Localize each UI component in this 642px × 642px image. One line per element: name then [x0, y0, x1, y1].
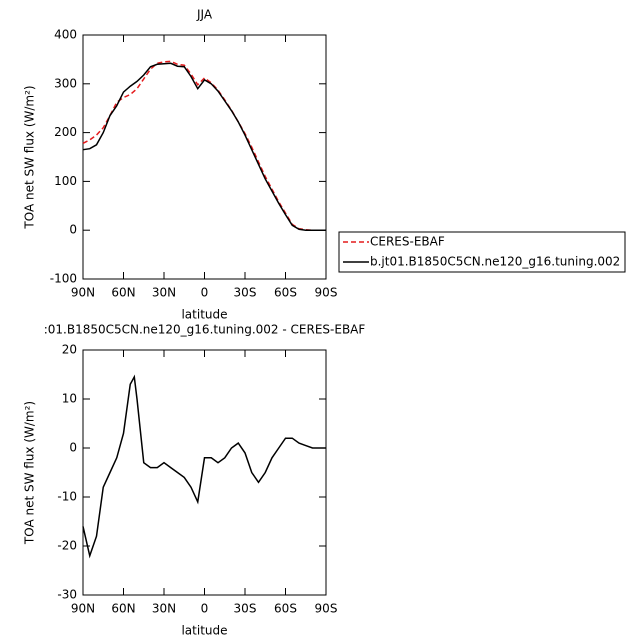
- y-tick-label: 400: [54, 28, 77, 42]
- x-tick-label: 30N: [152, 602, 176, 616]
- y-tick-label: 100: [54, 174, 77, 188]
- legend-label: CERES-EBAF: [370, 235, 445, 249]
- plot-frame: [82, 34, 327, 280]
- plot-frame: [82, 349, 327, 596]
- x-tick-label: 0: [201, 602, 209, 616]
- chart-title: JJA: [196, 8, 213, 22]
- legend-box: [338, 231, 626, 273]
- y-tick-label: 10: [62, 392, 77, 406]
- x-axis-label: latitude: [181, 624, 227, 638]
- legend-label: b.jt01.B1850C5CN.ne120_g16.tuning.002: [370, 255, 620, 269]
- x-tick-label: 90N: [71, 602, 95, 616]
- x-tick-label: 30S: [234, 286, 257, 300]
- x-tick-label: 30S: [234, 602, 257, 616]
- x-axis-label: latitude: [181, 308, 227, 322]
- y-tick-label: 200: [54, 125, 77, 139]
- x-tick-label: 60N: [111, 602, 135, 616]
- x-tick-label: 30N: [152, 286, 176, 300]
- y-axis-label: TOA net SW flux (W/m²): [23, 401, 37, 545]
- y-tick-label: -10: [57, 490, 77, 504]
- data-line: [82, 62, 326, 231]
- y-tick-label: 0: [69, 223, 77, 237]
- data-line: [82, 60, 326, 231]
- x-tick-label: 0: [201, 286, 209, 300]
- y-tick-label: 20: [62, 343, 77, 357]
- x-tick-label: 60S: [274, 286, 297, 300]
- y-tick-label: 300: [54, 76, 77, 90]
- x-tick-label: 90S: [315, 286, 338, 300]
- y-tick-label: 0: [69, 441, 77, 455]
- x-tick-label: 60S: [274, 602, 297, 616]
- y-tick-label: -100: [50, 272, 77, 286]
- y-axis-label: TOA net SW flux (W/m²): [23, 85, 37, 229]
- x-tick-label: 60N: [111, 286, 135, 300]
- y-tick-label: -20: [57, 539, 77, 553]
- chart-title: :01.B1850C5CN.ne120_g16.tuning.002 - CER…: [44, 323, 366, 337]
- x-tick-label: 90S: [315, 602, 338, 616]
- x-tick-label: 90N: [71, 286, 95, 300]
- data-line: [82, 374, 326, 559]
- y-tick-label: -30: [57, 588, 77, 602]
